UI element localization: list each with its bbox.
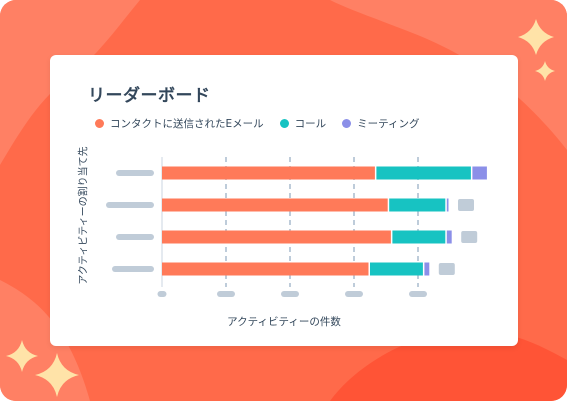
legend-item-meeting: ミーティング bbox=[342, 116, 420, 131]
legend-dot-call bbox=[279, 119, 289, 128]
legend-dot-meeting bbox=[342, 119, 352, 128]
bar-value-placeholder bbox=[438, 263, 455, 275]
legend-label-call: コール bbox=[294, 118, 327, 130]
y-tick-label-placeholder bbox=[112, 266, 154, 272]
leaderboard-card: リーダーボード コンタクトに送信されたEメール コール ミーティング アクティビ… bbox=[50, 55, 518, 346]
legend-item-email: コンタクトに送信されたEメール bbox=[95, 116, 264, 131]
chart-title: リーダーボード bbox=[88, 86, 211, 106]
x-tick-label-placeholder bbox=[217, 291, 235, 297]
y-tick-label-placeholder bbox=[116, 234, 154, 240]
y-tick-label-placeholder bbox=[116, 170, 154, 176]
bar-segment bbox=[162, 166, 375, 180]
legend-label-meeting: ミーティング bbox=[357, 118, 420, 130]
x-tick-label-placeholder bbox=[345, 291, 363, 297]
legend-item-call: コール bbox=[279, 116, 327, 131]
bar-segment bbox=[446, 230, 452, 244]
x-tick-label-placeholder bbox=[157, 291, 167, 297]
bar-value-placeholder bbox=[461, 231, 478, 243]
x-axis-title: アクティビティーの件数 bbox=[227, 316, 341, 328]
legend-dot-email bbox=[95, 119, 104, 128]
bar-segment bbox=[392, 230, 446, 244]
bar-segment bbox=[370, 262, 423, 276]
legend-label-email: コンタクトに送信されたEメール bbox=[110, 118, 264, 130]
chart-plot bbox=[106, 157, 487, 297]
x-tick-label-placeholder bbox=[281, 291, 299, 297]
chart-legend: コンタクトに送信されたEメール コール ミーティング bbox=[95, 116, 436, 131]
bar-segment bbox=[162, 198, 388, 212]
bar-value-placeholder bbox=[458, 199, 474, 211]
x-tick-label-placeholder bbox=[409, 291, 427, 297]
bar-segment bbox=[162, 230, 391, 244]
bar-segment bbox=[376, 166, 471, 180]
y-tick-label-placeholder bbox=[106, 202, 154, 208]
bar-segment bbox=[389, 198, 446, 212]
bar-segment bbox=[446, 198, 449, 212]
bar-segment bbox=[472, 166, 487, 180]
bar-segment bbox=[424, 262, 430, 276]
bar-segment bbox=[162, 262, 369, 276]
